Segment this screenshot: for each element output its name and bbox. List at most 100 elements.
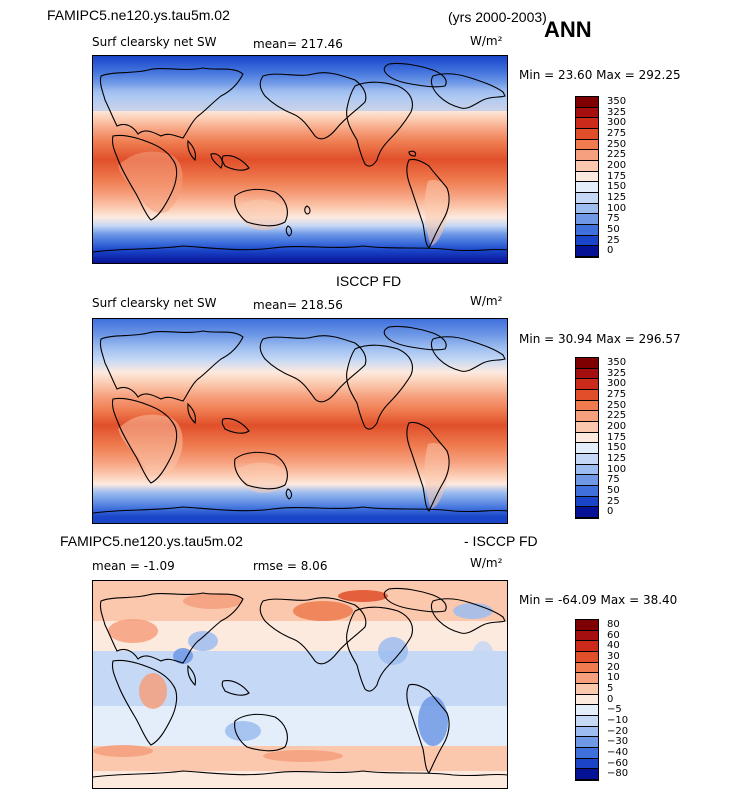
colorbar-tick-label: −5 [607,704,622,716]
colorbar-cell [576,464,598,476]
colorbar-cell [576,400,598,412]
panel1-mean: mean= 217.46 [253,37,343,51]
colorbar-cell [576,411,598,422]
colorbar-cell [576,662,598,674]
colorbar-tick-label: 350 [607,357,627,368]
panel2-map [92,318,508,524]
panel1-colorbar [575,96,599,258]
colorbar-cell [576,694,598,706]
colorbar-cell [576,97,598,108]
colorbar-cell [576,129,598,140]
colorbar-tick-label: 0 [607,506,614,518]
colorbar-cell [576,737,598,748]
panel3-minmax: Min = -64.09 Max = 38.40 [519,593,678,607]
panel3-title-right: - ISCCP FD [464,533,538,549]
colorbar-cell [576,726,598,738]
colorbar-tick-label: 25 [607,495,620,507]
colorbar-cell [576,454,598,465]
colorbar-tick-label: 80 [607,619,620,630]
colorbar-tick-label: 125 [607,453,627,464]
colorbar-tick-label: 25 [607,234,620,246]
colorbar-cell [576,673,598,684]
panel2-colorbar [575,357,599,519]
panel3-rmse: rmse = 8.06 [253,559,328,573]
colorbar-cell [576,235,598,247]
colorbar-tick-label: −10 [607,715,629,726]
colorbar-tick-label: 325 [607,106,627,118]
colorbar-cell [576,705,598,716]
colorbar-tick-label: −40 [607,747,629,758]
colorbar-tick-label: 150 [607,442,627,454]
colorbar-cell [576,390,598,401]
panel1-map [92,55,508,264]
colorbar-tick-label: 200 [607,421,627,432]
panel1-minmax: Min = 23.60 Max = 292.25 [519,68,681,82]
colorbar-cell [576,507,598,518]
colorbar-tick-label: 40 [607,640,620,652]
colorbar-tick-label: 300 [607,378,627,390]
panel1-field [93,56,507,263]
colorbar-tick-label: −60 [607,757,629,769]
colorbar-tick-label: 175 [607,431,627,443]
colorbar-cell [576,368,598,380]
colorbar-tick-label: 100 [607,463,627,475]
colorbar-cell [576,246,598,257]
colorbar-tick-label: 75 [607,474,620,486]
colorbar-cell [576,486,598,497]
colorbar-tick-label: 100 [607,202,627,214]
panel3-map [92,580,508,789]
colorbar-cell [576,379,598,390]
colorbar-cell [576,620,598,631]
colorbar-tick-label: 10 [607,672,620,684]
colorbar-cell [576,139,598,151]
panel3-field [93,581,507,788]
panel3-colorbar [575,619,599,781]
season-label: ANN [544,17,592,42]
colorbar-cell [576,150,598,161]
panel2-field [93,319,507,523]
colorbar-tick-label: 200 [607,160,627,171]
panel1-units: W/m² [470,34,503,48]
colorbar-tick-label: 150 [607,181,627,193]
colorbar-tick-label: 250 [607,138,627,150]
colorbar-cell [576,684,598,695]
colorbar-cell [576,475,598,486]
colorbar-tick-label: 300 [607,117,627,129]
colorbar-cell [576,443,598,454]
colorbar-cell [576,422,598,433]
colorbar-cell [576,630,598,642]
panel2-minmax: Min = 30.94 Max = 296.57 [519,332,681,346]
colorbar-cell [576,118,598,129]
colorbar-tick-label: 50 [607,224,620,235]
colorbar-cell [576,182,598,193]
colorbar-tick-label: 5 [607,683,614,694]
colorbar-cell [576,107,598,119]
panel3-units: W/m² [470,556,503,570]
colorbar-tick-label: 20 [607,661,620,673]
colorbar-cell [576,203,598,215]
colorbar-tick-label: 75 [607,213,620,225]
colorbar-tick-label: 225 [607,410,627,422]
panel2-variable: Surf clearsky net SW [92,296,217,310]
colorbar-tick-label: 125 [607,192,627,203]
colorbar-cell [576,161,598,172]
colorbar-tick-label: 50 [607,485,620,496]
colorbar-tick-label: 250 [607,399,627,411]
colorbar-tick-label: 30 [607,651,620,662]
coastlines [93,62,507,253]
colorbar-cell [576,193,598,204]
colorbar-cell [576,225,598,236]
colorbar-cell [576,641,598,652]
colorbar-tick-label: −20 [607,725,629,737]
case-name: FAMIPC5.ne120.ys.tau5m.02 [47,7,230,23]
panel3-title-left: FAMIPC5.ne120.ys.tau5m.02 [60,533,243,549]
colorbar-tick-label: 225 [607,149,627,161]
colorbar-tick-label: 275 [607,389,627,400]
colorbar-cell [576,748,598,759]
colorbar-tick-label: 325 [607,367,627,379]
panel3-mean: mean = -1.09 [92,559,175,573]
colorbar-cell [576,432,598,444]
panel1-variable: Surf clearsky net SW [92,35,217,49]
colorbar-cell [576,214,598,225]
colorbar-tick-label: −80 [607,768,629,780]
